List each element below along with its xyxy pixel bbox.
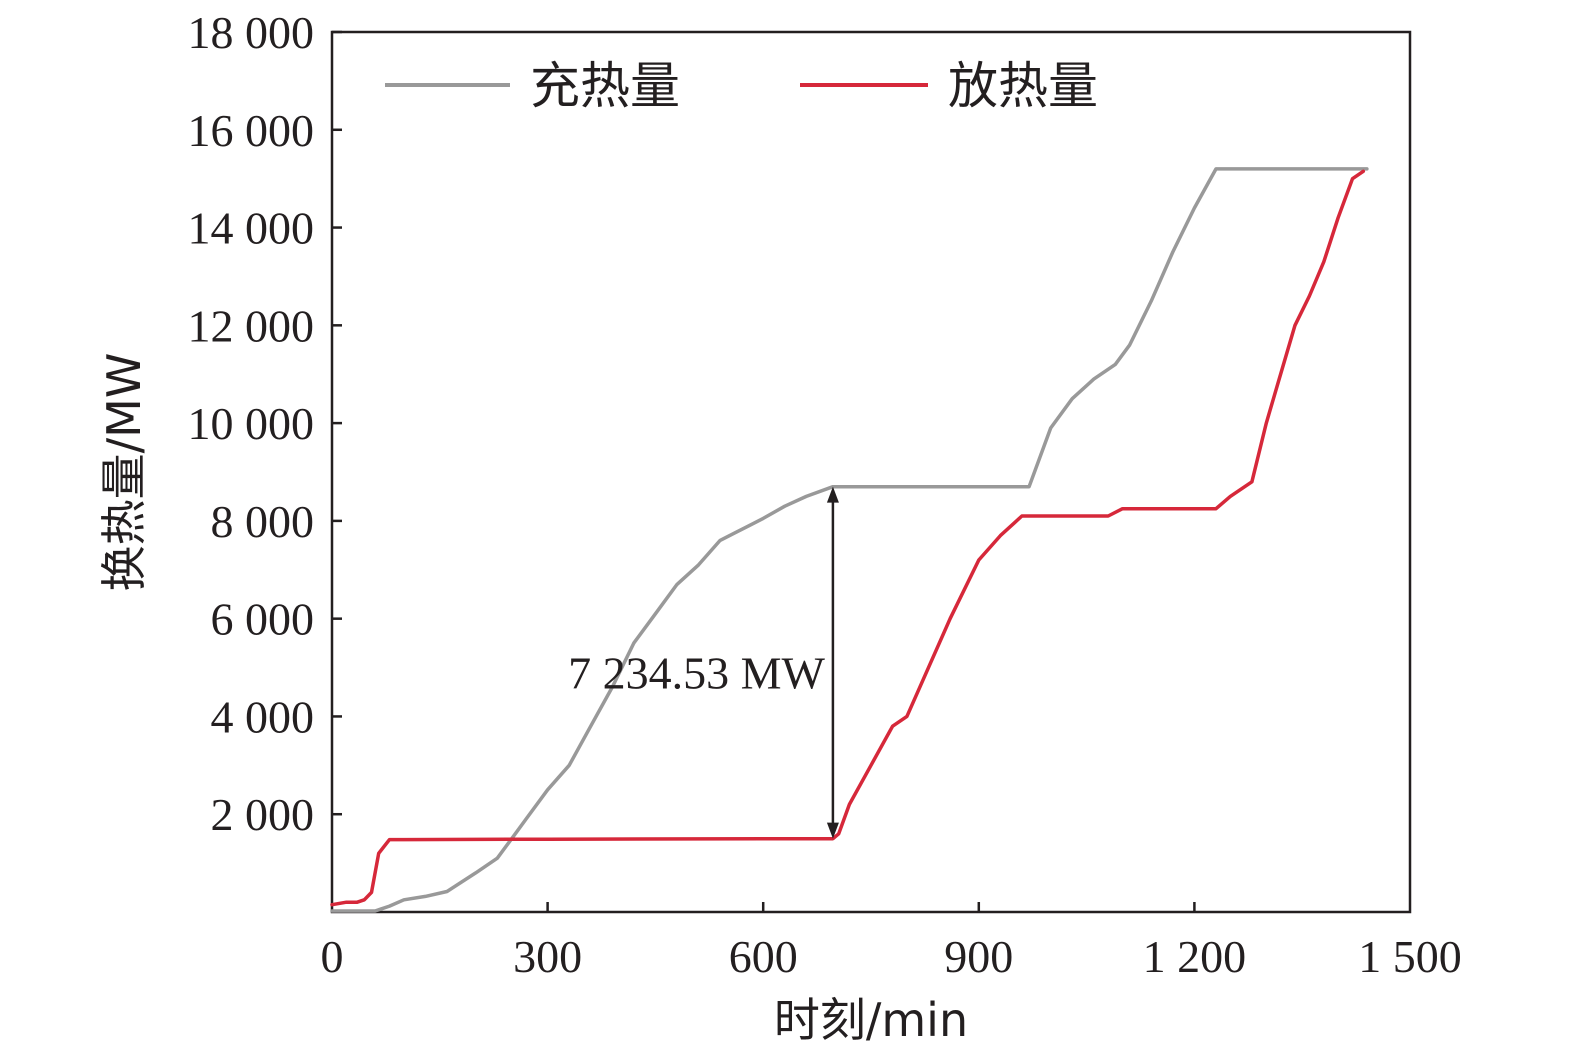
- y-tick-label: 10 000: [188, 398, 315, 449]
- annotation-arrowhead-bottom: [826, 822, 839, 839]
- y-tick-label: 6 000: [211, 594, 315, 645]
- legend-label-discharge: 放热量: [948, 57, 1098, 115]
- x-tick-label: 600: [729, 931, 798, 982]
- x-tick-label: 0: [321, 931, 344, 982]
- y-tick-label: 16 000: [188, 105, 315, 156]
- x-axis-title: 时刻/min: [774, 993, 968, 1047]
- annotation-arrowhead-top: [826, 486, 839, 503]
- annotation-label: 7 234.53 MW: [568, 648, 825, 699]
- y-tick-label: 4 000: [211, 691, 315, 742]
- x-tick-label: 1 200: [1143, 931, 1247, 982]
- plot-frame: [330, 30, 1412, 914]
- series-line-charge: [330, 167, 1369, 913]
- y-tick-label: 18 000: [188, 7, 315, 58]
- legend-label-charge: 充热量: [530, 57, 680, 115]
- y-axis-title: 换热量/MW: [97, 353, 151, 592]
- x-tick-label: 300: [513, 931, 582, 982]
- y-axis-ticks: 2 000 4 000 6 000 8 000 10 000 12 000 14 000 16…: [188, 7, 342, 840]
- annotation-layer: 7 234.53 MW: [568, 486, 839, 839]
- y-tick-label: 8 000: [211, 496, 315, 547]
- x-tick-label: 1 500: [1358, 931, 1462, 982]
- series-layer: [330, 167, 1369, 913]
- x-tick-label: 900: [944, 931, 1013, 982]
- x-axis-ticks: 0 300 600 900 1 200 1 500: [321, 902, 1462, 982]
- y-tick-label: 2 000: [211, 789, 315, 840]
- series-line-discharge: [330, 169, 1366, 907]
- y-tick-label: 12 000: [188, 300, 315, 351]
- legend: 充热量 放热量: [385, 57, 1098, 115]
- y-tick-label: 14 000: [188, 203, 315, 254]
